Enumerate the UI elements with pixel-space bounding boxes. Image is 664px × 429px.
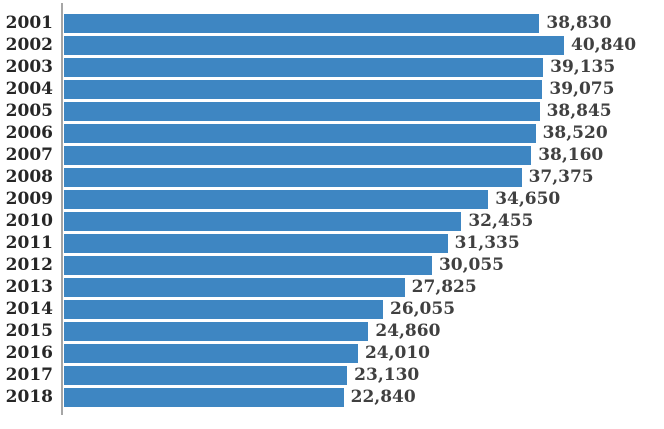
- y-axis-line: [61, 3, 63, 415]
- bar-row: 2013 27,825: [0, 276, 664, 298]
- bar-area: 31,335: [61, 232, 664, 254]
- bar: [64, 35, 564, 55]
- category-label: 2005: [5, 101, 53, 121]
- category-label: 2017: [5, 365, 53, 385]
- bar-row: 2003 39,135: [0, 56, 664, 78]
- bar-row: 2005 38,845: [0, 100, 664, 122]
- value-label: 27,825: [411, 277, 477, 297]
- bar-row: 2014 26,055: [0, 298, 664, 320]
- value-label: 32,455: [468, 211, 534, 231]
- bar-row: 2002 40,840: [0, 34, 664, 56]
- bar: [64, 79, 543, 99]
- bar-area: 38,830: [61, 12, 664, 34]
- bar-row: 2016 24,010: [0, 342, 664, 364]
- bar: [64, 145, 532, 165]
- bar-row: 2008 37,375: [0, 166, 664, 188]
- bar: [64, 255, 432, 275]
- category-label: 2008: [5, 167, 53, 187]
- category-label: 2013: [5, 277, 53, 297]
- bar-area: 24,860: [61, 320, 664, 342]
- bar-area: 40,840: [61, 34, 664, 56]
- bar-area: 27,825: [61, 276, 664, 298]
- bar-area: 39,075: [61, 78, 664, 100]
- category-label: 2003: [5, 57, 53, 77]
- bar-row: 2017 23,130: [0, 364, 664, 386]
- category-label: 2004: [5, 79, 53, 99]
- value-label: 39,075: [549, 79, 615, 99]
- value-label: 24,010: [364, 343, 430, 363]
- bar-row: 2015 24,860: [0, 320, 664, 342]
- bar: [64, 387, 344, 407]
- bar-area: 32,455: [61, 210, 664, 232]
- value-label: 22,840: [350, 387, 416, 407]
- bar: [64, 211, 462, 231]
- bar-row: 2001 38,830: [0, 12, 664, 34]
- value-label: 38,845: [546, 101, 612, 121]
- bar-row: 2009 34,650: [0, 188, 664, 210]
- category-label: 2009: [5, 189, 53, 209]
- bar: [64, 167, 522, 187]
- value-label: 39,135: [550, 57, 616, 77]
- bar-row: 2007 38,160: [0, 144, 664, 166]
- bar: [64, 189, 489, 209]
- bar: [64, 299, 383, 319]
- value-label: 26,055: [389, 299, 456, 319]
- value-label: 38,520: [542, 123, 608, 143]
- bar: [64, 57, 544, 77]
- bar-row: 2004 39,075: [0, 78, 664, 100]
- bar-area: 30,055: [61, 254, 664, 276]
- bar: [64, 321, 369, 341]
- bar: [64, 343, 358, 363]
- bar: [64, 13, 540, 33]
- value-label: 37,375: [528, 167, 594, 187]
- category-label: 2007: [5, 145, 53, 165]
- category-label: 2001: [5, 13, 53, 33]
- bar-row: 2010 32,455: [0, 210, 664, 232]
- value-label: 31,335: [454, 233, 520, 253]
- bar-area: 39,135: [61, 56, 664, 78]
- value-label: 34,650: [495, 189, 561, 209]
- bar-row: 2011 31,335: [0, 232, 664, 254]
- bar-area: 38,520: [61, 122, 664, 144]
- category-label: 2018: [5, 387, 53, 407]
- bar-row: 2018 22,840: [0, 386, 664, 408]
- bar-area: 37,375: [61, 166, 664, 188]
- bar-row: 2006 38,520: [0, 122, 664, 144]
- category-label: 2016: [5, 343, 53, 363]
- bar: [64, 277, 405, 297]
- value-label: 30,055: [438, 255, 505, 275]
- category-label: 2012: [5, 255, 53, 275]
- value-label: 24,860: [375, 321, 441, 341]
- category-label: 2002: [5, 35, 53, 55]
- bar: [64, 365, 348, 385]
- bar-area: 26,055: [61, 298, 664, 320]
- value-label: 40,840: [571, 35, 637, 55]
- value-label: 23,130: [354, 365, 420, 385]
- category-label: 2014: [5, 299, 53, 319]
- bar-rows: 2001 38,830 2002 40,840 2003 39,135 2004 39,075…: [0, 12, 664, 408]
- bar-area: 34,650: [61, 188, 664, 210]
- bar: [64, 123, 536, 143]
- category-label: 2006: [5, 123, 53, 143]
- bar-area: 23,130: [61, 364, 664, 386]
- value-label: 38,160: [538, 145, 604, 165]
- bar: [64, 233, 448, 253]
- bar-row: 2012 30,055: [0, 254, 664, 276]
- bar-area: 24,010: [61, 342, 664, 364]
- value-label: 38,830: [546, 13, 612, 33]
- bar: [64, 101, 540, 121]
- category-label: 2011: [5, 233, 53, 253]
- category-label: 2015: [5, 321, 53, 341]
- category-label: 2010: [5, 211, 53, 231]
- bar-area: 38,845: [61, 100, 664, 122]
- bar-area: 38,160: [61, 144, 664, 166]
- bar-area: 22,840: [61, 386, 664, 408]
